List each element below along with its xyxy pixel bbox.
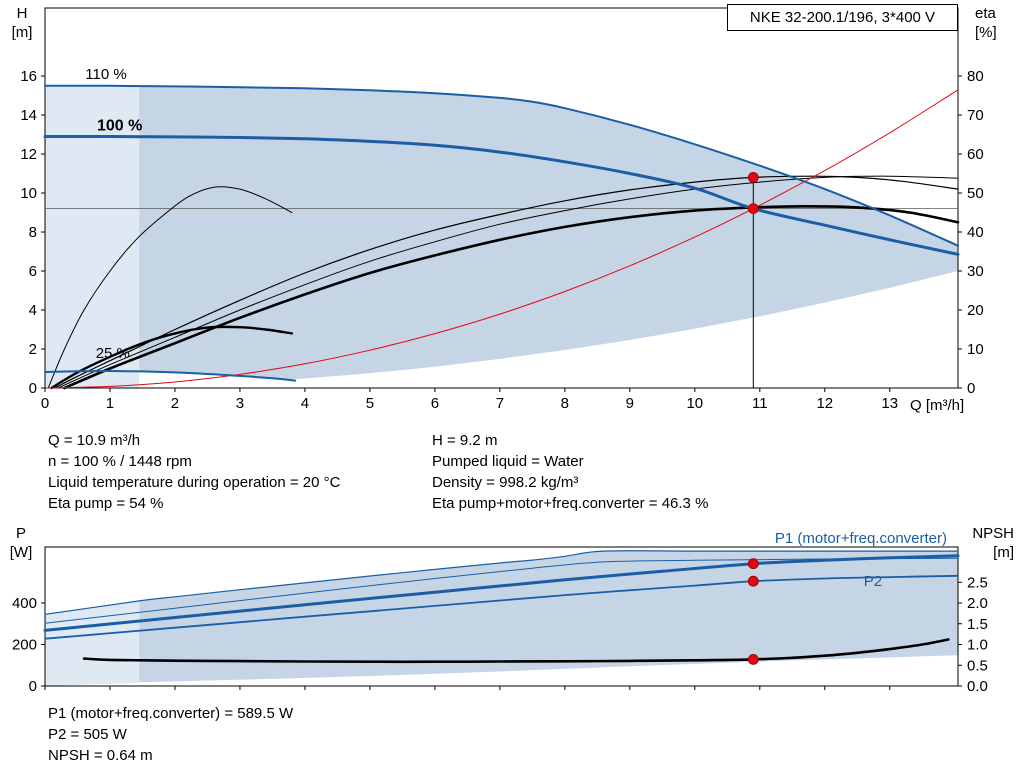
y-tick-label: 6 <box>29 263 37 280</box>
eta-axis-letter: eta <box>975 5 996 22</box>
p2-curve <box>44 574 959 640</box>
speed-25-label: 25 % <box>96 345 130 362</box>
eta-total-25-curve <box>50 325 294 390</box>
eta-axis-title: eta [%] <box>975 4 1015 42</box>
pump-model-title: NKE 32-200.1/196, 3*400 V <box>727 4 958 31</box>
y2-tick-label: 70 <box>967 107 984 124</box>
h-axis-letter: H <box>16 5 28 22</box>
x-tick-label: 8 <box>561 395 569 412</box>
x-tick-label: 11 <box>752 395 768 412</box>
speed-100-label: 100 % <box>97 118 142 135</box>
x-tick-label: 4 <box>301 395 309 412</box>
x-tick-label: 13 <box>881 395 898 412</box>
y2-tick-label: 2.0 <box>967 595 988 612</box>
h-axis-title: H [m] <box>8 4 36 42</box>
eta-pump-curve <box>54 175 959 389</box>
y2-tick-label: 0.5 <box>967 657 988 674</box>
y2-tick-label: 1.5 <box>967 616 988 633</box>
duty-head-text: H = 9.2 m <box>432 432 498 449</box>
pumped-liquid-text: Pumped liquid = Water <box>432 453 584 470</box>
duty-point-marker <box>747 575 759 587</box>
y2-tick-label: 50 <box>967 185 984 202</box>
power-npsh-chart-frame <box>44 546 959 687</box>
npsh-axis-title: NPSH [m] <box>962 524 1014 562</box>
y-tick-label: 0 <box>29 678 37 695</box>
qh-eta-chart-frame <box>44 7 959 389</box>
p1-value-text: P1 (motor+freq.converter) = 589.5 W <box>48 705 294 722</box>
p-axis-letter: P <box>15 525 26 542</box>
npsh-curve <box>82 638 950 664</box>
y-tick-label: 16 <box>20 68 37 85</box>
duty-info-right-column: H = 9.2 m Pumped liquid = Water Density … <box>432 430 708 514</box>
speed-100-curve <box>43 134 960 256</box>
y2-tick-label: 80 <box>967 68 984 85</box>
speed-110-label: 110 % <box>85 66 126 83</box>
duty-speed-text: n = 100 % / 1448 rpm <box>48 453 192 470</box>
power-info-block: P1 (motor+freq.converter) = 589.5 W P2 =… <box>48 703 293 766</box>
y-tick-label: 14 <box>20 107 37 124</box>
eta-axis-unit: [%] <box>975 24 997 41</box>
y2-tick-label: 2.5 <box>967 574 988 591</box>
x-tick-label: 10 <box>686 395 703 412</box>
y2-tick-label: 60 <box>967 146 984 163</box>
y-tick-label: 200 <box>12 637 37 654</box>
npsh-axis-unit: [m] <box>993 544 1014 561</box>
eta-pump-text: Eta pump = 54 % <box>48 495 164 512</box>
x-tick-label: 2 <box>171 395 179 412</box>
y-tick-label: 2 <box>29 341 37 358</box>
q-axis-title: Q [m³/h] <box>910 397 965 414</box>
p1-curve <box>43 554 960 632</box>
y-tick-label: 8 <box>29 224 37 241</box>
operating-range <box>139 86 958 380</box>
duty-flow-text: Q = 10.9 m³/h <box>48 432 141 449</box>
y2-tick-label: 1.0 <box>967 637 988 654</box>
power-npsh-chart: 0 200 400 0.0 0.5 1.0 1.5 2.0 2.5 P1 (motor+freq.… <box>12 530 988 695</box>
eta-pump-110-curve <box>57 175 959 389</box>
p2-value-text: P2 = 505 W <box>48 726 127 743</box>
y2-tick-label: 0 <box>967 380 975 397</box>
y-tick-label: 10 <box>20 185 37 202</box>
duty-point-marker <box>747 654 759 665</box>
x-tick-label: 7 <box>496 395 504 412</box>
y2-tick-label: 10 <box>967 341 984 358</box>
operating-range-light <box>45 85 140 389</box>
y-tick-label: 400 <box>12 595 37 612</box>
duty-info-left-column: Q = 10.9 m³/h n = 100 % / 1448 rpm Liqui… <box>48 430 340 514</box>
y2-tick-label: 30 <box>967 263 984 280</box>
x-tick-label: 0 <box>41 395 49 412</box>
p2-max-curve <box>44 557 959 624</box>
npsh-axis-letter: NPSH <box>972 525 1014 542</box>
y-tick-label: 12 <box>20 146 37 163</box>
x-tick-label: 9 <box>626 395 634 412</box>
qh-eta-chart: 0 1 2 3 4 5 6 7 8 9 10 11 12 130246810121416010203040… <box>20 7 984 412</box>
duty-point-marker <box>747 558 759 570</box>
y2-tick-label: 0.0 <box>967 678 988 695</box>
density-text: Density = 998.2 kg/m³ <box>432 474 579 491</box>
x-tick-label: 5 <box>366 395 374 412</box>
p1-max-curve <box>44 550 959 615</box>
p2-curve-label: P2 <box>864 573 882 590</box>
liquid-temperature-text: Liquid temperature during operation = 20… <box>48 474 341 491</box>
x-tick-label: 6 <box>431 395 439 412</box>
x-tick-label: 3 <box>236 395 244 412</box>
p1-curve-label: P1 (motor+freq.converter) <box>775 530 947 547</box>
eta-total-curve <box>63 205 960 390</box>
duty-point-marker <box>747 203 759 215</box>
p-axis-unit: [W] <box>9 544 33 561</box>
y2-tick-label: 40 <box>967 224 984 241</box>
duty-point-marker <box>747 171 759 183</box>
speed-110-curve <box>44 84 959 247</box>
y2-tick-label: 20 <box>967 302 984 319</box>
y-tick-label: 4 <box>29 302 37 319</box>
eta-pump-25-curve <box>47 186 293 389</box>
speed-25-curve <box>44 370 297 382</box>
eta-total-text: Eta pump+motor+freq.converter = 46.3 % <box>432 495 709 512</box>
x-tick-label: 1 <box>106 395 114 412</box>
p-axis-title: P [W] <box>8 524 34 562</box>
y-tick-label: 0 <box>29 380 37 397</box>
h-axis-unit: [m] <box>11 24 33 41</box>
x-tick-label: 12 <box>816 395 833 412</box>
npsh-value-text: NPSH = 0.64 m <box>48 747 153 764</box>
